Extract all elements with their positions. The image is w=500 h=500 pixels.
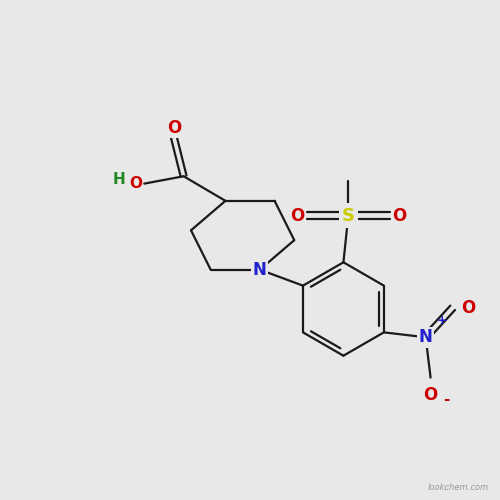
Text: O: O [290, 206, 305, 224]
Text: H: H [113, 172, 126, 187]
Text: S: S [342, 206, 355, 224]
Text: +: + [436, 314, 447, 328]
Text: O: O [129, 176, 142, 191]
Text: lookchem.com: lookchem.com [428, 483, 488, 492]
Text: O: O [424, 386, 438, 404]
Text: -: - [443, 392, 449, 407]
Text: N: N [418, 328, 432, 346]
Text: O: O [392, 206, 406, 224]
Text: O: O [461, 299, 475, 317]
Text: O: O [166, 119, 181, 137]
Text: N: N [253, 260, 267, 278]
